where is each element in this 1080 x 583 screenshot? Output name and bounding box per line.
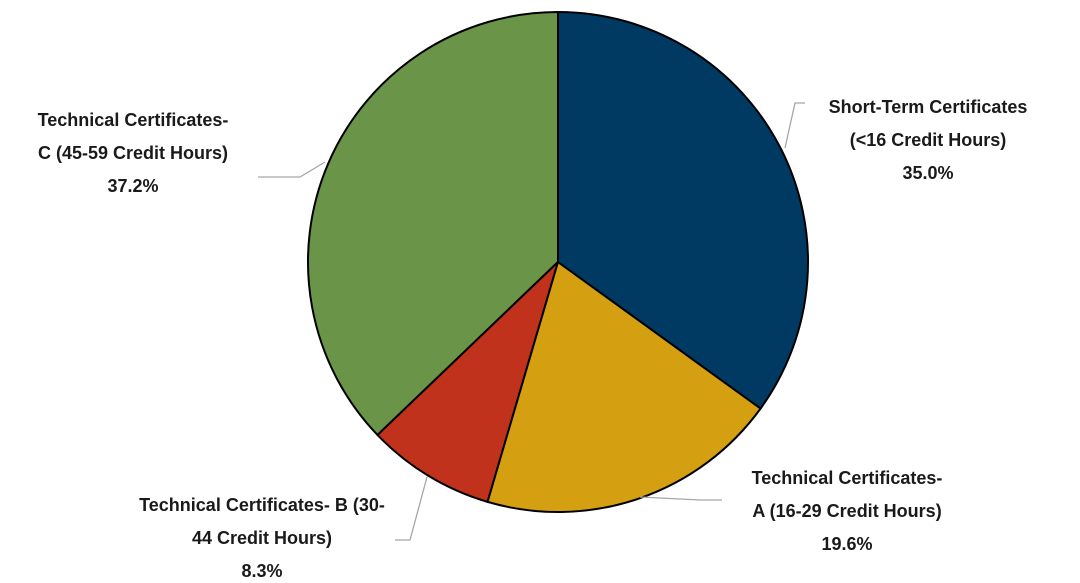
slice-label: Technical Certificates- B (30-44 Credit … (137, 489, 387, 583)
leader-line (639, 496, 722, 501)
slice-label: Short-Term Certificates (<16 Credit Hour… (816, 91, 1041, 190)
leader-line (395, 476, 428, 541)
pie-slice (307, 10, 559, 437)
value-label: 8.3% (241, 561, 283, 581)
value-label: 35.0% (902, 163, 954, 183)
category-label: Technical Certificates- C (45-59 Credit … (37, 110, 229, 163)
leader-line (784, 102, 805, 149)
pie-slice (376, 258, 561, 504)
pie-slice (486, 260, 762, 513)
category-label: Technical Certificates- B (30-44 Credit … (139, 495, 385, 548)
leader-line (258, 161, 326, 178)
category-label: Short-Term Certificates (<16 Credit Hour… (828, 97, 1028, 150)
value-label: 37.2% (107, 176, 159, 196)
pie-slice (557, 10, 810, 410)
slice-label: Technical Certificates- A (16-29 Credit … (745, 462, 950, 561)
slice-label: Technical Certificates- C (45-59 Credit … (31, 104, 236, 203)
value-label: 19.6% (821, 534, 873, 554)
category-label: Technical Certificates- A (16-29 Credit … (751, 468, 943, 521)
